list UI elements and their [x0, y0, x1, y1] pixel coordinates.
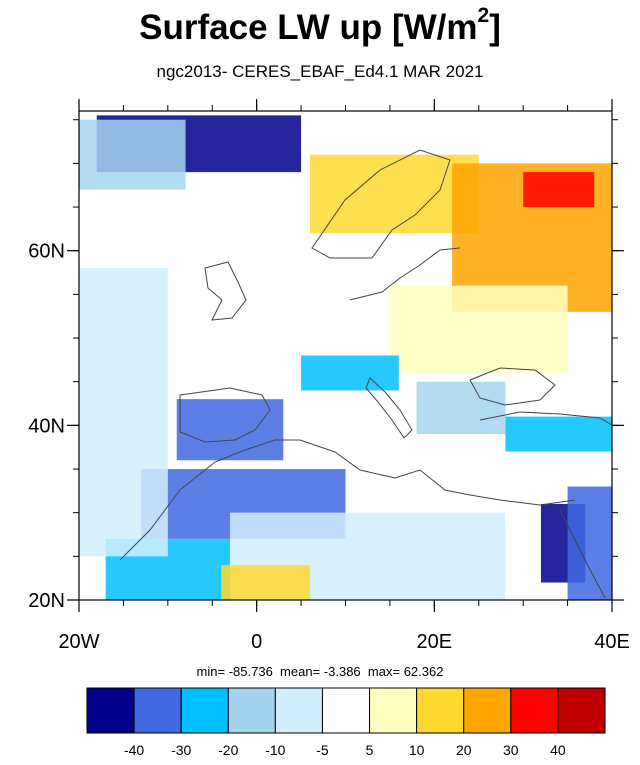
region-sahara-warm-spot — [221, 565, 310, 600]
map-panel: 20W 0 20E 40E 20N 40N 60N — [28, 99, 630, 653]
map-ticks: 20W 0 20E 40E 20N 40N 60N — [28, 99, 630, 653]
colorbar-label: 40 — [550, 742, 566, 758]
colorbar-box — [86, 687, 135, 734]
region-greenland-sea-fringe — [79, 119, 186, 190]
x-tick-label: 0 — [251, 631, 262, 653]
coastline-black-sea — [469, 367, 556, 406]
colorbar: -40 -30 -20 -10 -5 5 10 20 30 40 — [86, 687, 606, 758]
x-tick-label: 40E — [594, 631, 630, 653]
coastline-scandinavia — [311, 149, 451, 259]
colorbar-label: 5 — [366, 742, 374, 758]
colorbar-label: -10 — [265, 742, 285, 758]
region-anatolia — [505, 416, 612, 452]
colorbar-label: -30 — [171, 742, 191, 758]
coastline-britain — [204, 261, 247, 321]
colorbar-box — [369, 687, 418, 734]
region-russia-hotspot — [523, 172, 595, 208]
colorbar-box — [227, 687, 276, 734]
region-scandinavia-north — [309, 154, 479, 234]
colorbar-box — [463, 687, 512, 734]
colorbar-label: -40 — [124, 742, 144, 758]
region-alps — [301, 355, 399, 391]
stats-line: min= -85.736 mean= -3.386 max= 62.362 — [196, 664, 444, 679]
chart-title: Surface LW up [W/m2] — [139, 4, 501, 47]
colorbar-label: -5 — [316, 742, 329, 758]
colorbar-box — [180, 687, 229, 734]
region-iberia — [176, 399, 284, 461]
coastline-baltic — [349, 247, 461, 301]
colorbar-label: -20 — [218, 742, 238, 758]
x-tick-label: 20E — [417, 631, 453, 653]
colorbar-label: 10 — [409, 742, 425, 758]
region-arabia-edge — [567, 486, 612, 600]
data-field — [79, 115, 612, 600]
colorbar-box — [321, 687, 371, 734]
coastline-red-sea — [559, 509, 606, 599]
chart-subtitle: ngc2013- CERES_EBAF_Ed4.1 MAR 2021 — [156, 62, 484, 81]
y-tick-label: 20N — [28, 590, 65, 612]
colorbar-label: 20 — [456, 742, 472, 758]
y-tick-label: 60N — [28, 241, 65, 263]
coastline-north-africa — [119, 439, 576, 561]
coastline-iberia — [179, 387, 271, 443]
coastline-anatolia — [479, 411, 613, 426]
region-balkans — [416, 381, 506, 435]
y-tick-label: 40N — [28, 415, 65, 437]
region-eastern-europe — [389, 285, 568, 373]
colorbar-label: 30 — [503, 742, 519, 758]
coastline-italy — [365, 377, 413, 439]
colorbar-box — [557, 687, 606, 734]
colorbar-box — [416, 687, 465, 734]
colorbar-box — [133, 687, 182, 734]
x-tick-label: 20W — [58, 631, 99, 653]
coastlines — [119, 149, 613, 599]
colorbar-box — [274, 687, 323, 734]
colorbar-box — [510, 687, 559, 734]
region-atlantic-east — [79, 268, 168, 557]
